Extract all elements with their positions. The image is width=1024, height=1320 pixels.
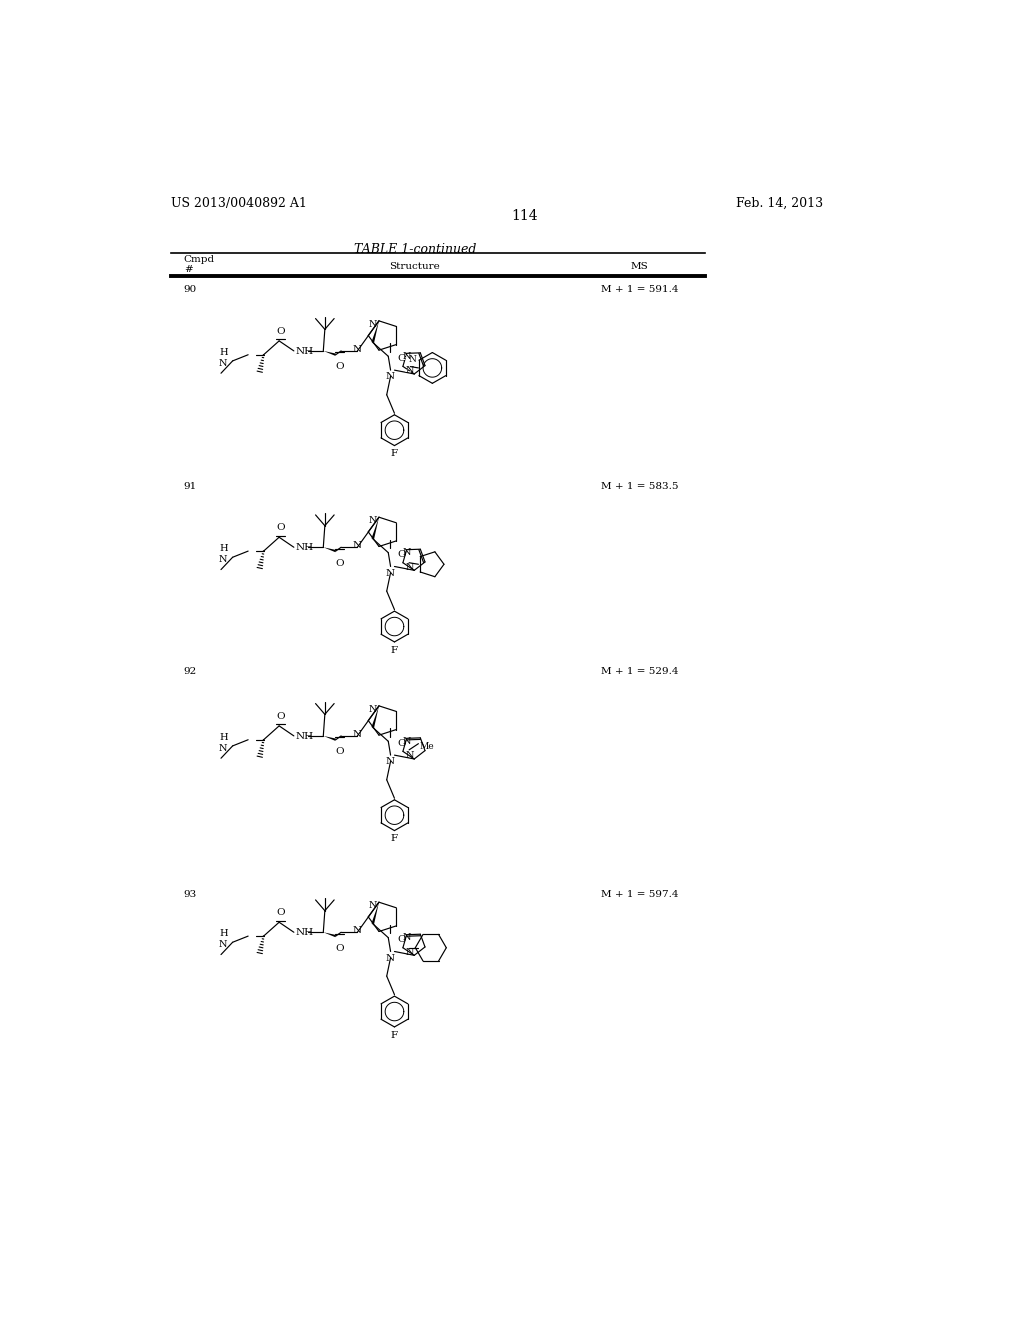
- Text: N: N: [369, 705, 378, 714]
- Text: N: N: [353, 345, 361, 354]
- Text: M + 1 = 597.4: M + 1 = 597.4: [601, 890, 678, 899]
- Text: 91: 91: [183, 482, 197, 491]
- Text: N: N: [353, 927, 361, 935]
- Polygon shape: [324, 351, 336, 356]
- Text: MS: MS: [631, 263, 648, 272]
- Text: N: N: [406, 562, 415, 572]
- Text: NH: NH: [295, 733, 313, 741]
- Text: 92: 92: [183, 667, 197, 676]
- Text: #: #: [183, 264, 193, 273]
- Text: 90: 90: [183, 285, 197, 294]
- Text: F: F: [391, 645, 398, 655]
- Text: O: O: [276, 524, 285, 532]
- Text: M + 1 = 591.4: M + 1 = 591.4: [601, 285, 678, 294]
- Text: O: O: [276, 711, 285, 721]
- Text: TABLE 1-continued: TABLE 1-continued: [353, 243, 476, 256]
- Polygon shape: [324, 548, 336, 552]
- Text: 93: 93: [183, 890, 197, 899]
- Text: H
N: H N: [219, 544, 227, 564]
- Text: Cmpd: Cmpd: [183, 256, 215, 264]
- Text: Structure: Structure: [389, 263, 440, 272]
- Text: N: N: [369, 516, 378, 525]
- Text: O: O: [335, 558, 344, 568]
- Polygon shape: [372, 321, 379, 343]
- Text: NH: NH: [295, 347, 313, 356]
- Text: H
N: H N: [219, 733, 227, 752]
- Text: O: O: [276, 327, 285, 337]
- Text: M + 1 = 529.4: M + 1 = 529.4: [601, 667, 678, 676]
- Text: O: O: [397, 739, 407, 748]
- Text: N: N: [406, 367, 415, 375]
- Text: N: N: [386, 758, 395, 767]
- Text: M + 1 = 583.5: M + 1 = 583.5: [601, 482, 678, 491]
- Text: O: O: [397, 936, 407, 944]
- Polygon shape: [324, 932, 336, 937]
- Text: N: N: [409, 355, 416, 364]
- Text: N: N: [386, 569, 395, 578]
- Text: F: F: [391, 449, 398, 458]
- Text: N: N: [406, 948, 415, 957]
- Text: NH: NH: [295, 928, 313, 937]
- Polygon shape: [372, 706, 379, 727]
- Text: N: N: [406, 751, 415, 760]
- Text: N: N: [402, 352, 411, 360]
- Text: F: F: [391, 1031, 398, 1040]
- Text: N: N: [369, 902, 378, 911]
- Text: N: N: [402, 548, 411, 557]
- Text: N: N: [402, 737, 411, 746]
- Text: N: N: [369, 319, 378, 329]
- Text: N: N: [386, 372, 395, 381]
- Polygon shape: [324, 737, 336, 741]
- Text: Me: Me: [420, 742, 434, 751]
- Polygon shape: [372, 902, 379, 924]
- Text: N: N: [353, 541, 361, 550]
- Text: Z: Z: [403, 354, 409, 362]
- Text: O: O: [335, 944, 344, 953]
- Text: N: N: [386, 954, 395, 962]
- Text: Z: Z: [404, 364, 411, 374]
- Text: NH: NH: [295, 544, 313, 552]
- Text: N: N: [402, 933, 411, 942]
- Text: Feb. 14, 2013: Feb. 14, 2013: [736, 197, 823, 210]
- Text: O: O: [276, 908, 285, 917]
- Text: O: O: [335, 747, 344, 756]
- Text: O: O: [397, 550, 407, 560]
- Text: 114: 114: [511, 209, 539, 223]
- Text: H
N: H N: [219, 929, 227, 949]
- Text: F: F: [391, 834, 398, 843]
- Text: N: N: [353, 730, 361, 739]
- Text: O: O: [397, 354, 407, 363]
- Text: H
N: H N: [219, 348, 227, 367]
- Text: O: O: [335, 363, 344, 371]
- Polygon shape: [372, 517, 379, 539]
- Text: US 2013/0040892 A1: US 2013/0040892 A1: [171, 197, 306, 210]
